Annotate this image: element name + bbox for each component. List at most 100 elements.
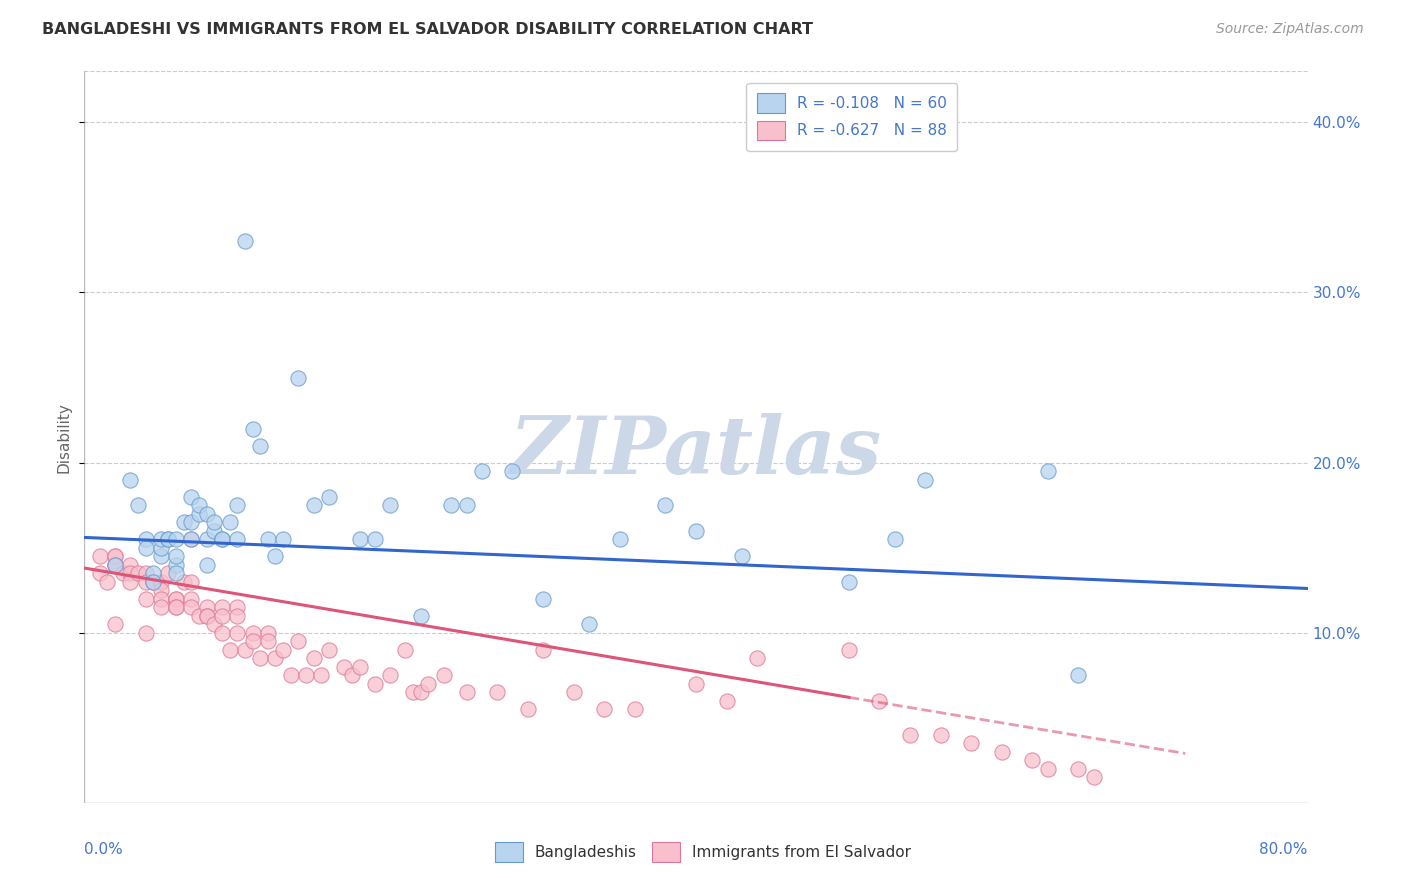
Point — [226, 608, 249, 623]
Point — [149, 600, 172, 615]
Point — [242, 634, 264, 648]
Legend: Bangladeshis, Immigrants from El Salvador: Bangladeshis, Immigrants from El Salvado… — [486, 833, 920, 871]
Point — [157, 532, 180, 546]
Point — [211, 532, 233, 546]
Point — [211, 532, 233, 546]
Y-axis label: Disability: Disability — [56, 401, 72, 473]
Point — [165, 558, 187, 572]
Point — [418, 677, 440, 691]
Point — [165, 600, 187, 615]
Point — [135, 591, 157, 606]
Point — [180, 532, 202, 546]
Point — [149, 549, 172, 563]
Text: ZIPatlas: ZIPatlas — [510, 413, 882, 491]
Point — [218, 515, 240, 529]
Point — [149, 574, 172, 589]
Point — [188, 498, 211, 512]
Point — [1067, 668, 1090, 682]
Point — [218, 642, 240, 657]
Point — [120, 473, 142, 487]
Point — [624, 702, 647, 716]
Point — [180, 532, 202, 546]
Point — [142, 566, 165, 581]
Point — [898, 728, 921, 742]
Point — [333, 659, 356, 673]
Point — [157, 566, 180, 581]
Point — [127, 498, 149, 512]
Point — [135, 574, 157, 589]
Point — [578, 617, 600, 632]
Point — [516, 702, 538, 716]
Point — [685, 677, 707, 691]
Point — [89, 566, 111, 581]
Point — [685, 524, 707, 538]
Point — [295, 668, 318, 682]
Point — [142, 574, 165, 589]
Point — [195, 558, 218, 572]
Point — [731, 549, 754, 563]
Point — [456, 685, 478, 699]
Point — [1036, 762, 1059, 776]
Point — [188, 608, 211, 623]
Point — [242, 421, 264, 435]
Point — [226, 532, 249, 546]
Point — [104, 549, 127, 563]
Point — [991, 745, 1014, 759]
Point — [149, 583, 172, 598]
Point — [280, 668, 302, 682]
Point — [349, 532, 371, 546]
Point — [104, 558, 127, 572]
Point — [271, 532, 294, 546]
Point — [104, 558, 127, 572]
Point — [180, 600, 202, 615]
Point — [257, 625, 280, 640]
Point — [838, 642, 860, 657]
Text: 0.0%: 0.0% — [84, 842, 124, 856]
Point — [654, 498, 676, 512]
Point — [471, 464, 494, 478]
Point — [264, 549, 287, 563]
Point — [502, 464, 524, 478]
Point — [120, 558, 142, 572]
Point — [609, 532, 631, 546]
Point — [287, 370, 309, 384]
Point — [249, 651, 271, 665]
Point — [433, 668, 456, 682]
Point — [364, 677, 387, 691]
Point — [104, 617, 127, 632]
Point — [593, 702, 616, 716]
Point — [747, 651, 769, 665]
Point — [226, 600, 249, 615]
Point — [173, 574, 195, 589]
Point — [394, 642, 416, 657]
Point — [188, 507, 211, 521]
Point — [716, 694, 738, 708]
Point — [311, 668, 333, 682]
Point — [249, 439, 271, 453]
Point — [531, 591, 554, 606]
Point — [340, 668, 363, 682]
Point — [257, 634, 280, 648]
Point — [135, 625, 157, 640]
Point — [233, 235, 256, 249]
Point — [195, 608, 218, 623]
Point — [211, 625, 233, 640]
Point — [302, 651, 325, 665]
Point — [562, 685, 585, 699]
Point — [226, 625, 249, 640]
Point — [142, 574, 165, 589]
Point — [349, 659, 371, 673]
Point — [233, 642, 256, 657]
Point — [120, 574, 142, 589]
Point — [838, 574, 860, 589]
Point — [195, 532, 218, 546]
Point — [202, 515, 225, 529]
Legend: R = -0.108   N = 60, R = -0.627   N = 88: R = -0.108 N = 60, R = -0.627 N = 88 — [747, 83, 957, 151]
Point — [180, 591, 202, 606]
Point — [211, 608, 233, 623]
Point — [195, 507, 218, 521]
Point — [180, 574, 202, 589]
Point — [149, 541, 172, 555]
Point — [287, 634, 309, 648]
Point — [180, 515, 202, 529]
